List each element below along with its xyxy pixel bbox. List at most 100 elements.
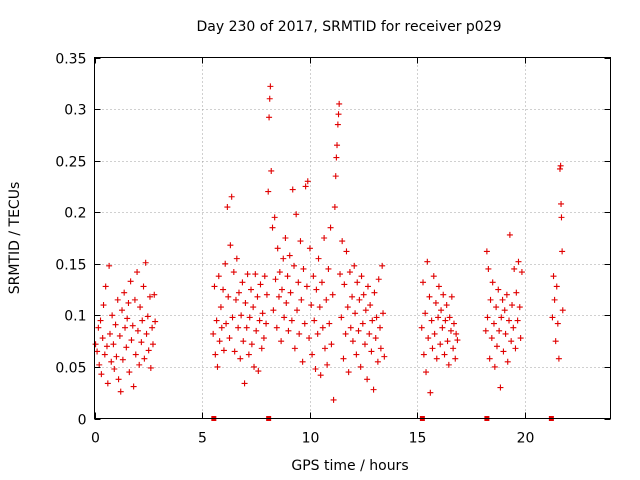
data-point bbox=[110, 341, 117, 348]
data-point bbox=[486, 355, 493, 362]
data-point bbox=[301, 320, 308, 327]
data-point bbox=[223, 320, 230, 327]
plot-frame bbox=[94, 57, 611, 419]
data-point bbox=[321, 345, 328, 352]
data-point bbox=[511, 265, 518, 272]
data-point bbox=[501, 307, 508, 314]
data-point bbox=[444, 338, 451, 345]
data-point bbox=[232, 296, 239, 303]
data-point bbox=[109, 312, 116, 319]
data-point bbox=[300, 265, 307, 272]
data-point bbox=[257, 281, 264, 288]
data-point bbox=[429, 345, 436, 352]
data-point bbox=[514, 317, 521, 324]
data-point bbox=[506, 317, 513, 324]
data-point bbox=[370, 386, 377, 393]
data-point bbox=[424, 258, 431, 265]
data-point bbox=[244, 271, 251, 278]
data-point bbox=[324, 361, 331, 368]
data-point bbox=[347, 324, 354, 331]
data-point bbox=[555, 355, 562, 362]
data-point bbox=[237, 355, 244, 362]
data-point bbox=[496, 327, 503, 334]
data-point bbox=[484, 314, 491, 321]
data-point bbox=[435, 283, 442, 290]
data-point bbox=[241, 380, 248, 387]
data-point bbox=[123, 344, 130, 351]
data-point bbox=[106, 330, 113, 337]
data-point bbox=[317, 372, 324, 379]
data-point bbox=[238, 312, 245, 319]
data-point bbox=[212, 351, 219, 358]
chart-title: Day 230 of 2017, SRMTID for receiver p02… bbox=[196, 19, 501, 35]
data-point bbox=[371, 289, 378, 296]
data-point bbox=[228, 193, 235, 200]
data-point bbox=[127, 278, 134, 285]
data-point bbox=[293, 211, 300, 218]
data-point bbox=[441, 351, 448, 358]
data-point bbox=[291, 345, 298, 352]
data-point bbox=[431, 330, 438, 337]
data-point bbox=[337, 271, 344, 278]
data-point bbox=[351, 262, 358, 269]
data-point bbox=[113, 353, 120, 360]
data-point bbox=[278, 286, 285, 293]
data-point bbox=[261, 273, 268, 280]
data-point bbox=[452, 355, 459, 362]
data-point bbox=[225, 293, 232, 300]
y-tick-label: 0.05 bbox=[55, 361, 86, 377]
data-point bbox=[549, 314, 556, 321]
data-point bbox=[483, 248, 490, 255]
data-point bbox=[319, 324, 326, 331]
data-point bbox=[513, 289, 520, 296]
data-point bbox=[447, 327, 454, 334]
data-point bbox=[269, 224, 276, 231]
data-point bbox=[338, 314, 345, 321]
data-point bbox=[101, 351, 108, 358]
data-point bbox=[509, 302, 516, 309]
data-point bbox=[331, 204, 338, 211]
data-point bbox=[362, 307, 369, 314]
data-point bbox=[139, 317, 146, 324]
data-point bbox=[375, 276, 382, 283]
x-axis-label: GPS time / hours bbox=[291, 458, 408, 474]
data-point bbox=[132, 351, 139, 358]
data-point bbox=[488, 335, 495, 342]
data-point bbox=[313, 286, 320, 293]
grid-lines bbox=[94, 57, 611, 419]
data-point bbox=[130, 383, 137, 390]
data-point bbox=[438, 307, 445, 314]
data-point bbox=[344, 304, 351, 311]
data-point bbox=[230, 269, 237, 276]
data-point bbox=[482, 327, 489, 334]
data-point bbox=[217, 304, 224, 311]
data-point bbox=[287, 289, 294, 296]
data-point bbox=[377, 324, 384, 331]
data-point bbox=[343, 248, 350, 255]
data-point bbox=[137, 304, 144, 311]
data-point bbox=[327, 224, 334, 231]
data-point bbox=[487, 296, 494, 303]
data-point bbox=[149, 341, 156, 348]
data-point bbox=[303, 283, 310, 290]
data-point bbox=[559, 248, 566, 255]
data-point bbox=[325, 265, 332, 272]
data-point bbox=[220, 347, 227, 354]
data-point bbox=[433, 355, 440, 362]
data-point bbox=[258, 345, 265, 352]
x-tick-label: 15 bbox=[409, 431, 427, 447]
data-point bbox=[502, 330, 509, 337]
data-point bbox=[420, 351, 427, 358]
data-point bbox=[106, 262, 113, 269]
data-point bbox=[556, 165, 563, 172]
data-point bbox=[341, 281, 348, 288]
data-point bbox=[332, 173, 339, 180]
data-point bbox=[516, 304, 523, 311]
data-point bbox=[256, 317, 263, 324]
data-point bbox=[115, 376, 122, 383]
data-point bbox=[450, 320, 457, 327]
data-point bbox=[210, 330, 217, 337]
data-point bbox=[281, 314, 288, 321]
data-point bbox=[552, 338, 559, 345]
